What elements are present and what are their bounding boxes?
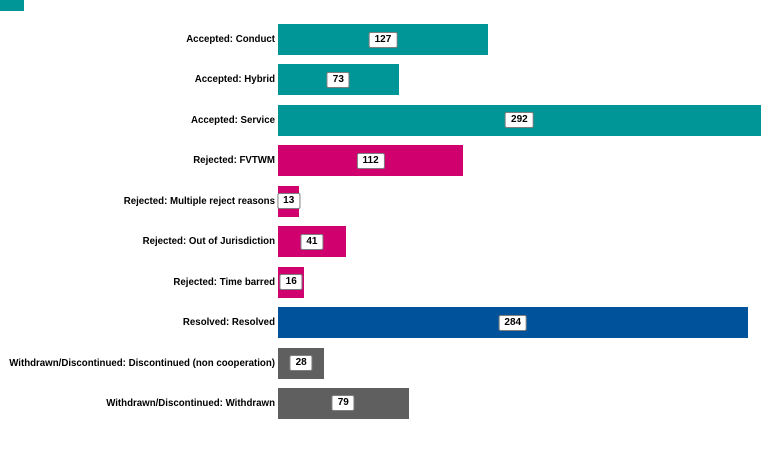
bar-track: 73 xyxy=(278,64,769,96)
bar-track: 292 xyxy=(278,104,769,136)
chart-row: Rejected: FVTWM 112 xyxy=(0,145,769,177)
bar[interactable]: 41 xyxy=(278,226,346,258)
bar[interactable]: 28 xyxy=(278,347,325,379)
category-label: Rejected: FVTWM xyxy=(193,155,275,167)
category-label: Accepted: Service xyxy=(191,114,275,126)
bar[interactable]: 16 xyxy=(278,266,305,298)
bar-track: 41 xyxy=(278,226,769,258)
bar-track: 28 xyxy=(278,347,769,379)
value-label: 28 xyxy=(289,355,313,372)
category-label: Rejected: Time barred xyxy=(173,276,275,288)
value-label: 284 xyxy=(498,314,528,331)
chart-row: Rejected: Time barred 16 xyxy=(0,266,769,298)
bar-track: 16 xyxy=(278,266,769,298)
corner-color-swatch xyxy=(0,0,24,11)
value-label: 112 xyxy=(356,152,385,169)
category-label: Rejected: Out of Jurisdiction xyxy=(142,236,275,248)
value-label: 127 xyxy=(368,31,398,48)
bar[interactable]: 112 xyxy=(278,145,464,177)
chart-row: Rejected: Multiple reject reasons 13 xyxy=(0,185,769,217)
value-label: 292 xyxy=(505,112,534,129)
category-label: Accepted: Hybrid xyxy=(194,74,275,86)
bar[interactable]: 73 xyxy=(278,64,399,96)
bar-track: 13 xyxy=(277,185,769,217)
category-label: Rejected: Multiple reject reasons xyxy=(123,195,275,207)
bar[interactable]: 13 xyxy=(277,185,301,217)
bar[interactable]: 292 xyxy=(278,104,761,136)
category-label: Withdrawn/Discontinued: Withdrawn xyxy=(106,397,275,409)
value-label: 79 xyxy=(331,395,355,412)
chart-row: Resolved: Resolved 284 xyxy=(0,307,769,339)
category-label: Resolved: Resolved xyxy=(182,317,275,329)
value-label: 16 xyxy=(279,274,303,291)
chart-row: Withdrawn/Discontinued: Withdrawn 79 xyxy=(0,387,769,419)
bar[interactable]: 79 xyxy=(278,387,409,419)
chart-row: Accepted: Conduct 127 xyxy=(0,24,769,55)
value-label: 41 xyxy=(300,233,324,250)
category-label: Accepted: Conduct xyxy=(186,34,275,45)
category-label: Withdrawn/Discontinued: Discontinued (no… xyxy=(9,357,275,369)
bar[interactable]: 127 xyxy=(278,24,488,55)
chart-row: Withdrawn/Discontinued: Discontinued (no… xyxy=(0,347,769,379)
bar-track: 79 xyxy=(278,387,769,419)
bar[interactable]: 284 xyxy=(278,307,748,339)
chart-row: Accepted: Service 292 xyxy=(0,104,769,136)
chart-row: Accepted: Hybrid 73 xyxy=(0,64,769,96)
bar-track: 284 xyxy=(278,307,769,339)
value-label: 13 xyxy=(277,193,301,210)
value-label: 73 xyxy=(326,71,350,88)
bar-track: 127 xyxy=(278,24,769,55)
chart-row: Rejected: Out of Jurisdiction 41 xyxy=(0,226,769,258)
bar-track: 112 xyxy=(278,145,769,177)
